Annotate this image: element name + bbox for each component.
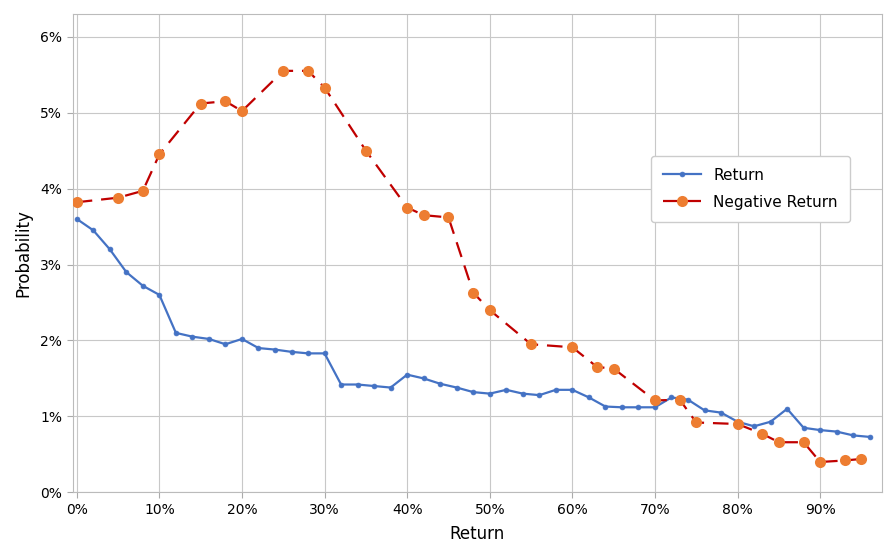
Negative Return xyxy=(757,431,768,437)
Return xyxy=(732,418,743,425)
Return xyxy=(336,381,347,388)
Negative Return xyxy=(154,151,165,158)
Negative Return xyxy=(608,365,619,372)
Negative Return xyxy=(401,204,412,211)
Negative Return xyxy=(773,439,784,446)
Negative Return xyxy=(303,67,314,74)
Negative Return xyxy=(732,421,743,427)
Negative Return xyxy=(856,456,866,462)
Return xyxy=(72,216,82,222)
Negative Return xyxy=(675,397,685,403)
Return xyxy=(203,336,214,343)
Negative Return xyxy=(567,344,578,351)
Return xyxy=(303,350,314,356)
Return xyxy=(666,394,676,401)
Negative Return xyxy=(840,457,850,464)
Return xyxy=(154,291,165,298)
Line: Return: Return xyxy=(74,217,872,439)
Line: Negative Return: Negative Return xyxy=(71,65,867,467)
Return xyxy=(401,372,412,378)
Return xyxy=(452,384,462,391)
Return xyxy=(286,349,297,355)
Return xyxy=(121,269,132,276)
Return xyxy=(633,404,644,411)
Negative Return xyxy=(485,307,495,314)
Negative Return xyxy=(814,458,825,465)
Negative Return xyxy=(591,364,602,370)
Return xyxy=(550,387,561,393)
Return xyxy=(814,427,825,433)
Return xyxy=(831,428,842,435)
Return xyxy=(501,387,512,393)
Negative Return xyxy=(72,199,82,206)
Return xyxy=(435,380,445,387)
Return xyxy=(220,341,231,348)
Negative Return xyxy=(319,84,330,91)
Return xyxy=(650,404,660,411)
Return xyxy=(683,397,694,403)
Return xyxy=(170,330,181,336)
Return xyxy=(485,390,495,397)
Return xyxy=(137,282,148,289)
Negative Return xyxy=(526,341,537,348)
Return xyxy=(781,405,792,412)
Negative Return xyxy=(468,289,478,296)
Return xyxy=(187,333,198,340)
Negative Return xyxy=(798,439,809,446)
Negative Return xyxy=(444,214,454,221)
Return xyxy=(319,350,330,356)
Negative Return xyxy=(691,419,702,426)
Return xyxy=(385,384,396,391)
Return xyxy=(798,424,809,431)
Negative Return xyxy=(278,67,289,74)
Return xyxy=(865,433,875,440)
Return xyxy=(699,407,710,414)
Negative Return xyxy=(237,108,247,114)
Return xyxy=(616,404,627,411)
Return xyxy=(765,418,776,425)
Return xyxy=(534,392,545,398)
Return xyxy=(600,403,611,410)
Return xyxy=(253,345,263,351)
Return xyxy=(88,227,99,234)
Negative Return xyxy=(137,188,148,194)
Legend: Return, Negative Return: Return, Negative Return xyxy=(650,155,850,222)
Return xyxy=(517,390,528,397)
Return xyxy=(567,387,578,393)
Return xyxy=(105,246,116,253)
Return xyxy=(583,394,594,401)
Return xyxy=(848,432,858,439)
Negative Return xyxy=(650,397,660,404)
Negative Return xyxy=(418,212,429,218)
Return xyxy=(270,346,280,353)
Negative Return xyxy=(360,147,371,154)
Return xyxy=(418,375,429,382)
Return xyxy=(352,381,363,388)
Return xyxy=(468,389,478,395)
Return xyxy=(237,336,247,343)
Return xyxy=(749,423,760,429)
Negative Return xyxy=(195,100,206,107)
Return xyxy=(369,383,380,389)
Y-axis label: Probability: Probability xyxy=(14,209,32,297)
Negative Return xyxy=(113,194,124,201)
X-axis label: Return: Return xyxy=(450,525,505,543)
Negative Return xyxy=(220,98,231,105)
Return xyxy=(716,409,727,416)
